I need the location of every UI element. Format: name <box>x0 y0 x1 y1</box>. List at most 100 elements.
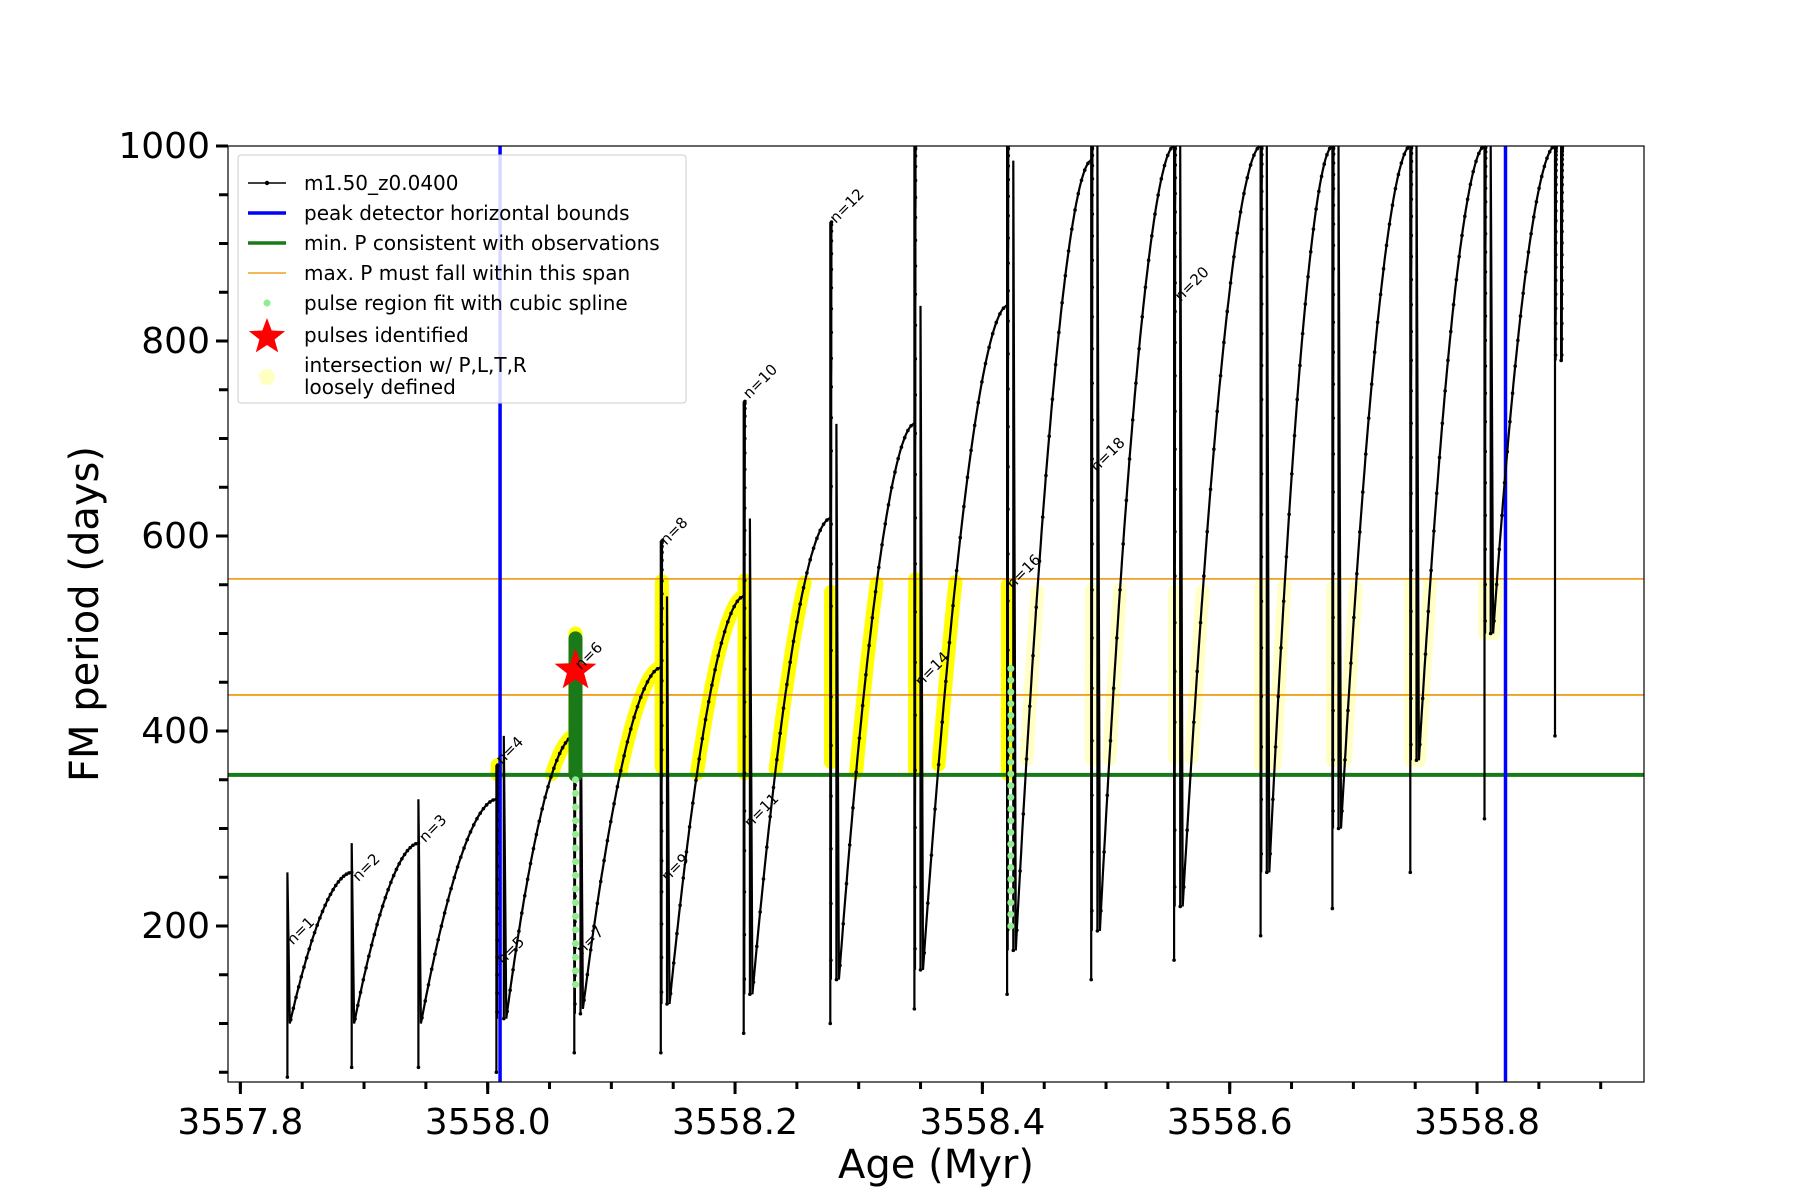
track-point <box>1554 182 1558 187</box>
track-point <box>522 893 527 898</box>
track-point <box>795 620 799 624</box>
track-point <box>805 571 809 575</box>
track-point <box>353 1017 357 1021</box>
track-point <box>761 877 766 881</box>
track-point <box>1006 387 1010 391</box>
track-point <box>1258 933 1263 938</box>
track-point <box>326 897 330 902</box>
track-point <box>1162 163 1167 168</box>
track-point <box>1195 669 1199 674</box>
track-point <box>1409 182 1414 187</box>
track-point <box>573 973 577 978</box>
track-point <box>1560 306 1564 311</box>
track-point <box>791 639 796 644</box>
track-point <box>1482 816 1487 821</box>
track-point <box>1137 346 1141 351</box>
track-point <box>1259 852 1264 856</box>
track-point <box>1494 582 1499 587</box>
track-point <box>829 385 834 389</box>
track-point <box>1331 615 1335 620</box>
track-point <box>557 751 562 756</box>
track-point <box>632 715 636 720</box>
track-point <box>1118 588 1122 592</box>
track-point <box>1173 210 1177 214</box>
track-point <box>1483 174 1488 179</box>
track-point <box>834 977 839 982</box>
track-point <box>588 948 593 952</box>
track-point <box>505 1009 510 1014</box>
y-tick-label: 1000 <box>118 126 210 167</box>
track-point <box>912 1007 917 1011</box>
legend-label: intersection w/ P,L,T,R <box>304 353 527 377</box>
track-point <box>336 880 341 884</box>
spline-point <box>1007 676 1015 684</box>
track-point <box>844 881 849 886</box>
track-point <box>926 901 930 905</box>
track-point <box>994 320 999 325</box>
spline-point <box>1007 747 1015 754</box>
track-point <box>660 558 664 563</box>
track-point <box>1409 233 1414 238</box>
track-point <box>738 596 743 600</box>
track-point <box>1259 189 1264 194</box>
legend-label: min. P consistent with observations <box>304 231 660 255</box>
track-point <box>962 504 966 509</box>
track-point <box>742 734 747 739</box>
track-point <box>429 967 434 971</box>
track-point <box>1409 652 1413 656</box>
legend-label: max. P must fall within this span <box>304 261 630 285</box>
track-point <box>572 1050 577 1055</box>
track-segment-22 <box>1259 146 1263 936</box>
spline-point <box>1007 723 1015 731</box>
track-point <box>1560 149 1565 154</box>
track-point <box>944 679 948 684</box>
track-point <box>870 615 875 620</box>
track-point <box>1497 547 1502 552</box>
track-point <box>913 825 917 830</box>
track-point <box>1560 241 1564 245</box>
spline-point <box>1007 852 1015 860</box>
track-point <box>847 843 852 847</box>
track-point <box>1235 231 1240 235</box>
track-point <box>495 938 499 943</box>
track-point <box>883 522 888 526</box>
track-point <box>1531 215 1536 219</box>
track-point <box>1173 409 1177 414</box>
legend-label: loosely defined <box>304 375 456 399</box>
track-point <box>1325 152 1329 157</box>
track-point <box>913 472 918 477</box>
track-point <box>1172 669 1177 674</box>
track-point <box>703 717 708 722</box>
track-point <box>1090 234 1095 238</box>
track-point <box>829 267 834 272</box>
track-point <box>1212 447 1216 452</box>
track-point <box>725 620 730 624</box>
track-point <box>540 807 545 811</box>
track-point <box>743 399 747 404</box>
track-point <box>1090 542 1094 546</box>
track-point <box>1259 745 1264 749</box>
track-point <box>1090 258 1095 263</box>
spline-point <box>572 912 580 920</box>
track-point <box>659 829 664 833</box>
track-point <box>1560 168 1564 173</box>
intersection-band <box>690 589 751 781</box>
track-point <box>1409 609 1413 614</box>
track-point <box>1172 958 1176 962</box>
track-point <box>775 757 779 762</box>
track-point <box>307 947 312 951</box>
track-point <box>652 669 656 674</box>
track-point <box>913 292 918 297</box>
track-point <box>788 660 792 664</box>
track-point <box>659 800 664 805</box>
track-point <box>1331 661 1335 665</box>
track-point <box>1238 210 1243 214</box>
track-point <box>452 875 457 880</box>
track-point <box>1259 274 1264 279</box>
track-point <box>1349 661 1353 665</box>
track-point <box>929 853 934 857</box>
track-point <box>475 816 479 821</box>
track-point <box>495 828 500 833</box>
track-point <box>1516 338 1520 343</box>
track-point <box>1331 571 1335 576</box>
